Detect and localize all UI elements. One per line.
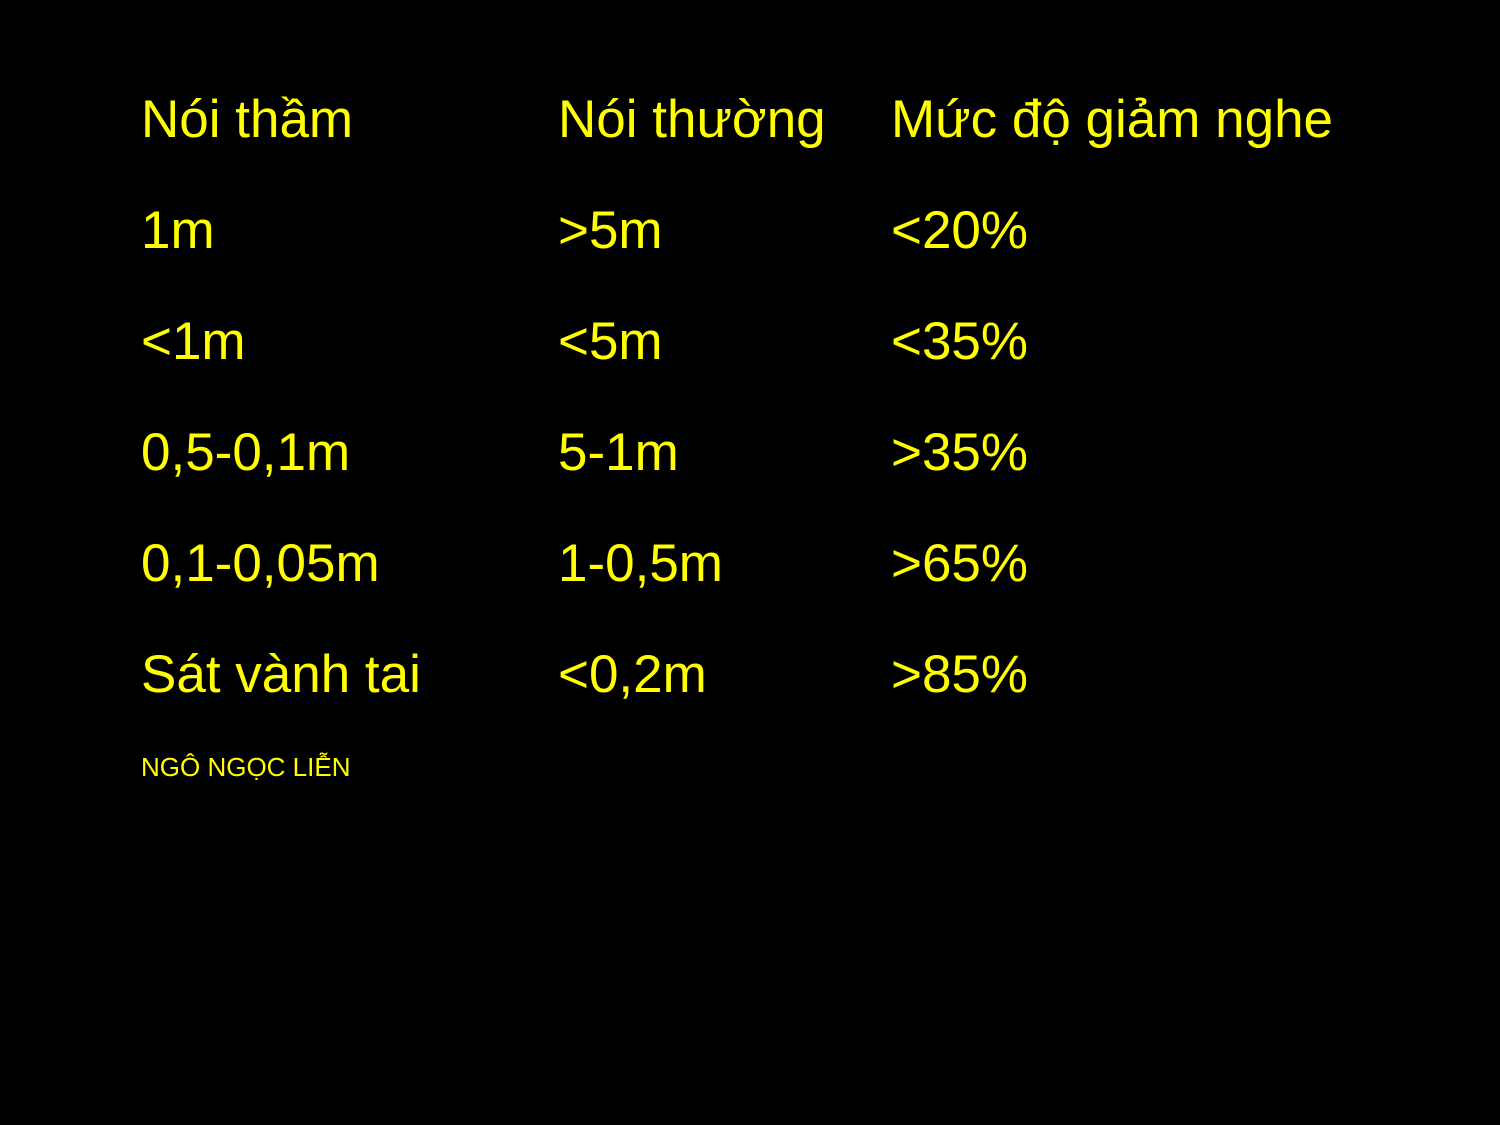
cell-whisper: Sát vành tai [141,645,421,704]
table-row: 0,1-0,05m 1-0,5m >65% [141,532,1441,643]
cell-whisper: 0,5-0,1m [141,423,351,482]
cell-normal-speech: 5-1m [558,423,679,482]
table-row: 1m >5m <20% [141,199,1441,310]
cell-hearing-loss: <35% [891,312,1029,371]
table-row: <1m <5m <35% [141,310,1441,421]
header-normal-speech: Nói thường [558,90,826,149]
table-row: Sát vành tai <0,2m >85% [141,643,1441,754]
cell-hearing-loss: >85% [891,645,1029,704]
cell-whisper: <1m [141,312,246,371]
header-whisper: Nói thầm [141,90,354,149]
cell-normal-speech: <0,2m [558,645,707,704]
header-hearing-loss: Mức độ giảm nghe [891,90,1334,149]
table-header-row: Nói thầm Nói thường Mức độ giảm nghe [141,88,1441,199]
cell-hearing-loss: >65% [891,534,1029,593]
author-name: NGÔ NGỌC LIỄN [141,752,351,782]
cell-normal-speech: >5m [558,201,663,260]
cell-whisper: 0,1-0,05m [141,534,380,593]
hearing-table: Nói thầm Nói thường Mức độ giảm nghe 1m … [141,88,1441,754]
table-row: 0,5-0,1m 5-1m >35% [141,421,1441,532]
cell-hearing-loss: <20% [891,201,1029,260]
cell-normal-speech: <5m [558,312,663,371]
cell-hearing-loss: >35% [891,423,1029,482]
cell-whisper: 1m [141,201,215,260]
cell-normal-speech: 1-0,5m [558,534,723,593]
